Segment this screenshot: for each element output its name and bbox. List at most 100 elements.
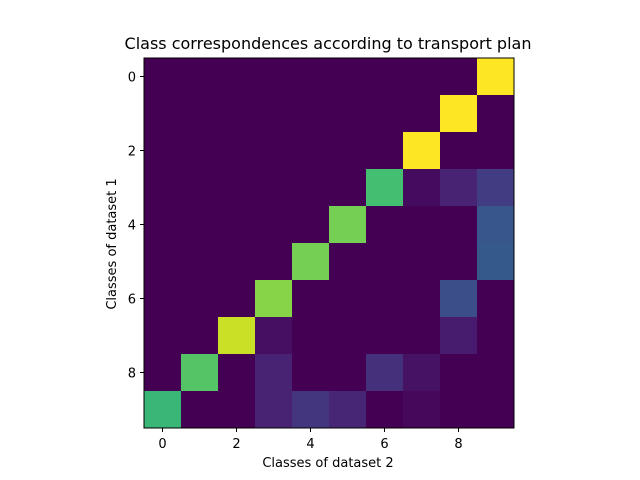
heatmap-cell-r9-c6	[366, 391, 404, 429]
heatmap-cell-r0-c5	[329, 58, 367, 96]
heatmap-cell-r3-c7	[403, 169, 441, 207]
heatmap-cell-r3-c0	[144, 169, 182, 207]
heatmap-cell-r5-c8	[440, 243, 478, 281]
heatmap-cell-r2-c4	[292, 132, 330, 170]
y-tick-label: 0	[128, 71, 136, 86]
heatmap-cell-r9-c3	[255, 391, 293, 429]
chart-title: Class correspondences according to trans…	[125, 34, 532, 53]
heatmap-cell-r8-c8	[440, 354, 478, 392]
heatmap-cell-r4-c9	[477, 206, 515, 244]
heatmap-cell-r0-c0	[144, 58, 182, 96]
heatmap-cell-r9-c0	[144, 391, 182, 429]
heatmap-cell-r3-c9	[477, 169, 515, 207]
heatmap-cell-r0-c8	[440, 58, 478, 96]
heatmap-cell-r9-c1	[181, 391, 219, 429]
heatmap-cell-r8-c7	[403, 354, 441, 392]
heatmap-cell-r5-c7	[403, 243, 441, 281]
heatmap-cell-r3-c6	[366, 169, 404, 207]
heatmap-cell-r9-c8	[440, 391, 478, 429]
heatmap-cell-r8-c6	[366, 354, 404, 392]
heatmap-cell-r5-c3	[255, 243, 293, 281]
heatmap-cell-r6-c1	[181, 280, 219, 318]
heatmap-cell-r1-c5	[329, 95, 367, 133]
heatmap-cell-r1-c9	[477, 95, 515, 133]
heatmap-cell-r2-c5	[329, 132, 367, 170]
heatmap-cell-r6-c3	[255, 280, 293, 318]
heatmap-cell-r5-c4	[292, 243, 330, 281]
heatmap-cell-r1-c8	[440, 95, 478, 133]
heatmap-cell-r7-c9	[477, 317, 515, 355]
heatmap-cell-r2-c0	[144, 132, 182, 170]
heatmap-cell-r2-c9	[477, 132, 515, 170]
heatmap-cell-r4-c7	[403, 206, 441, 244]
heatmap-cell-r4-c2	[218, 206, 256, 244]
heatmap-cell-r7-c2	[218, 317, 256, 355]
y-tick-label: 2	[128, 145, 136, 160]
heatmap-cell-r7-c7	[403, 317, 441, 355]
heatmap-cell-r4-c1	[181, 206, 219, 244]
heatmap-cell-r3-c1	[181, 169, 219, 207]
heatmap-cell-r1-c6	[366, 95, 404, 133]
heatmap-cell-r8-c4	[292, 354, 330, 392]
heatmap-cell-r5-c2	[218, 243, 256, 281]
heatmap-cell-r6-c7	[403, 280, 441, 318]
x-axis-label: Classes of dataset 2	[262, 456, 393, 471]
y-tick-label: 8	[128, 367, 136, 382]
y-tick-label: 6	[128, 293, 136, 308]
heatmap-cell-r3-c2	[218, 169, 256, 207]
heatmap-cell-r5-c1	[181, 243, 219, 281]
heatmap-cell-r7-c5	[329, 317, 367, 355]
heatmap-cell-r2-c8	[440, 132, 478, 170]
heatmap-cell-r2-c1	[181, 132, 219, 170]
x-tick-label: 4	[306, 437, 314, 452]
heatmap-cell-r0-c9	[477, 58, 515, 96]
heatmap-cell-r0-c6	[366, 58, 404, 96]
heatmap-cell-r5-c9	[477, 243, 515, 281]
heatmap-cell-r1-c4	[292, 95, 330, 133]
heatmap-cell-r1-c0	[144, 95, 182, 133]
heatmap-cell-r1-c1	[181, 95, 219, 133]
y-axis-label: Classes of dataset 1	[105, 178, 120, 309]
y-tick-label: 4	[128, 219, 136, 234]
heatmap-cell-r9-c9	[477, 391, 515, 429]
heatmap-cell-r8-c3	[255, 354, 293, 392]
heatmap-cell-r8-c5	[329, 354, 367, 392]
x-tick-label: 2	[232, 437, 240, 452]
heatmap-cell-r4-c4	[292, 206, 330, 244]
x-tick-label: 0	[158, 437, 166, 452]
heatmap-cell-r6-c2	[218, 280, 256, 318]
heatmap-cell-r6-c4	[292, 280, 330, 318]
heatmap-cell-r7-c6	[366, 317, 404, 355]
heatmap-cell-r4-c8	[440, 206, 478, 244]
heatmap-cell-r7-c3	[255, 317, 293, 355]
heatmap-cell-r6-c9	[477, 280, 515, 318]
heatmap-cell-r3-c5	[329, 169, 367, 207]
heatmap-cell-r3-c3	[255, 169, 293, 207]
heatmap-cell-r2-c3	[255, 132, 293, 170]
heatmap-cell-r2-c7	[403, 132, 441, 170]
heatmap-cell-r9-c5	[329, 391, 367, 429]
heatmap-cell-r3-c4	[292, 169, 330, 207]
heatmap-cell-r0-c4	[292, 58, 330, 96]
heatmap-cell-r7-c0	[144, 317, 182, 355]
heatmap-cell-r5-c0	[144, 243, 182, 281]
heatmap-cell-r7-c1	[181, 317, 219, 355]
y-axis-ticks: 0 2 4 6 8	[128, 71, 144, 382]
heatmap-cell-r4-c3	[255, 206, 293, 244]
plot-frame	[143, 57, 515, 429]
heatmap-cell-r1-c3	[255, 95, 293, 133]
heatmap-cell-r0-c1	[181, 58, 219, 96]
heatmap-cell-r9-c2	[218, 391, 256, 429]
heatmap-cell-r0-c3	[255, 58, 293, 96]
heatmap-cell-r5-c5	[329, 243, 367, 281]
heatmap-cell-r3-c8	[440, 169, 478, 207]
x-axis-ticks: 0 2 4 6 8	[158, 428, 463, 452]
x-tick-label: 6	[380, 437, 388, 452]
heatmap-cell-r0-c7	[403, 58, 441, 96]
heatmap-cell-r9-c4	[292, 391, 330, 429]
heatmap-cell-r7-c8	[440, 317, 478, 355]
heatmap-cell-r2-c6	[366, 132, 404, 170]
heatmap-cell-r4-c5	[329, 206, 367, 244]
x-tick-label: 8	[454, 437, 462, 452]
